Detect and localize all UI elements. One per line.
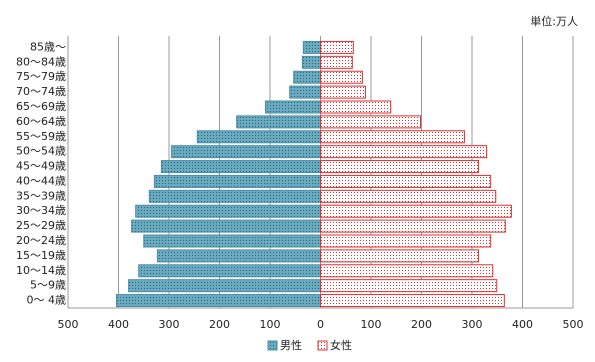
legend-swatch: [267, 340, 278, 351]
bar: [320, 130, 465, 144]
bar: [143, 234, 321, 248]
y-tick-label: 85歳〜: [30, 40, 66, 53]
bar: [301, 55, 322, 69]
bar: [320, 234, 492, 248]
y-tick-label: 10〜14歳: [16, 264, 66, 277]
x-tick-label: 200: [411, 318, 432, 331]
x-tick-label: 100: [361, 318, 382, 331]
y-tick-label: 70〜74歳: [16, 85, 66, 98]
bar: [320, 249, 480, 263]
y-tick-label: 60〜64歳: [16, 115, 66, 128]
bar: [264, 100, 321, 114]
bar: [153, 174, 321, 188]
bar: [160, 160, 321, 174]
bar: [320, 174, 492, 188]
bar: [302, 40, 321, 54]
y-tick-label: 55〜59歳: [16, 130, 66, 143]
bar: [196, 130, 321, 144]
bar: [320, 100, 392, 114]
bar: [148, 189, 321, 203]
y-tick-label: 30〜34歳: [16, 204, 66, 217]
bar: [135, 204, 321, 218]
bar: [320, 55, 353, 69]
y-tick-label: 40〜44歳: [16, 174, 66, 187]
y-tick-label: 20〜24歳: [16, 234, 66, 247]
bar: [293, 70, 321, 84]
bar: [131, 219, 321, 233]
x-tick-label: 0: [317, 318, 324, 331]
y-tick-label: 65〜69歳: [16, 100, 66, 113]
bar: [236, 115, 321, 129]
bar: [138, 264, 321, 278]
y-tick-label: 45〜49歳: [16, 160, 66, 173]
bar: [171, 145, 321, 159]
y-tick-label: 35〜39歳: [16, 189, 66, 202]
x-tick-label: 400: [512, 318, 533, 331]
y-tick-label: 25〜29歳: [16, 219, 66, 232]
bar: [156, 249, 321, 263]
bar: [320, 85, 366, 99]
bar: [289, 85, 322, 99]
legend-swatch: [317, 340, 328, 351]
bar: [320, 264, 494, 278]
x-tick-label: 500: [58, 318, 79, 331]
legend-label: 女性: [330, 338, 352, 352]
y-tick-label: 5〜9歳: [30, 279, 66, 292]
bar: [320, 189, 497, 203]
x-tick-label: 300: [462, 318, 483, 331]
x-tick-label: 500: [563, 318, 584, 331]
bar: [320, 204, 512, 218]
bar: [320, 115, 421, 129]
bar: [320, 279, 498, 293]
bar: [320, 294, 505, 308]
unit-label: 単位:万人: [530, 14, 578, 28]
bar: [320, 70, 363, 84]
x-tick-label: 100: [260, 318, 281, 331]
x-tick-label: 400: [108, 318, 129, 331]
legend-label: 男性: [280, 338, 302, 352]
bar: [320, 40, 354, 54]
x-tick-label: 200: [209, 318, 230, 331]
y-tick-label: 75〜79歳: [16, 70, 66, 83]
y-tick-label: 50〜54歳: [16, 145, 66, 158]
y-tick-label: 15〜19歳: [16, 249, 66, 262]
x-tick-label: 300: [159, 318, 180, 331]
bar: [320, 145, 488, 159]
bar: [320, 219, 506, 233]
y-tick-label: 0〜 4歳: [27, 294, 67, 307]
bar: [320, 160, 480, 174]
bar: [115, 294, 322, 308]
y-tick-label: 80〜84歳: [16, 55, 66, 68]
bar: [128, 279, 321, 293]
